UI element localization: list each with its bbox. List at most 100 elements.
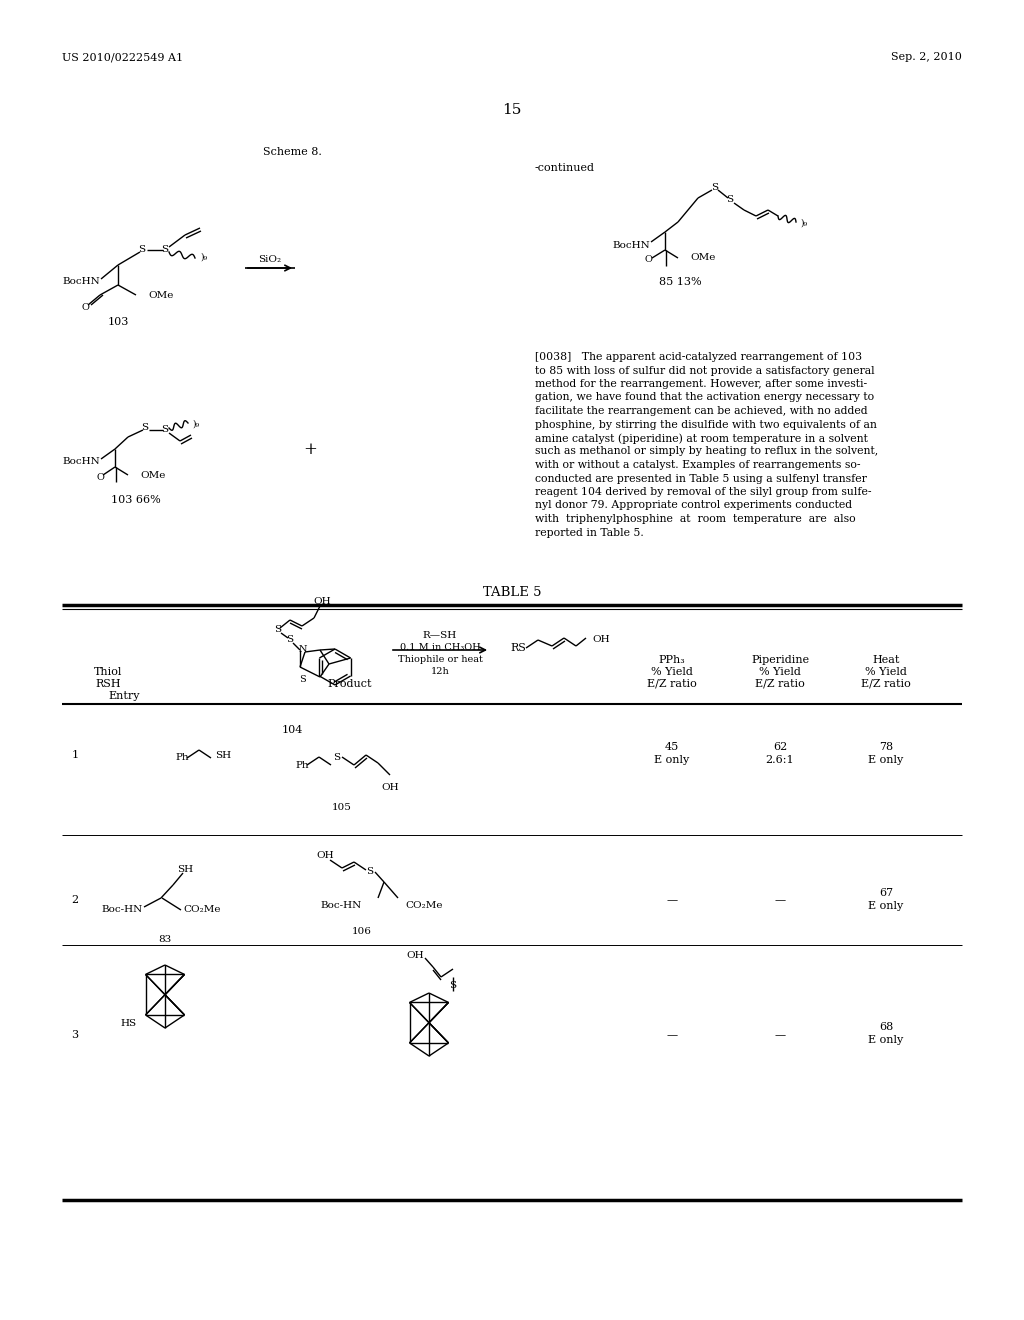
Text: Heat: Heat (872, 655, 900, 665)
Text: 3: 3 (72, 1030, 79, 1040)
Text: O: O (81, 304, 89, 313)
Text: —: — (667, 1030, 678, 1040)
Text: —: — (774, 1030, 785, 1040)
Text: US 2010/0222549 A1: US 2010/0222549 A1 (62, 51, 183, 62)
Text: gation, we have found that the activation energy necessary to: gation, we have found that the activatio… (535, 392, 874, 403)
Text: E only: E only (654, 755, 689, 766)
Text: 106: 106 (352, 928, 372, 936)
Text: E/Z ratio: E/Z ratio (755, 678, 805, 689)
Text: facilitate the rearrangement can be achieved, with no added: facilitate the rearrangement can be achi… (535, 407, 867, 416)
Text: —: — (774, 895, 785, 906)
Text: O: O (96, 473, 104, 482)
Text: S: S (300, 675, 306, 684)
Text: % Yield: % Yield (865, 667, 907, 677)
Text: Boc-HN: Boc-HN (321, 902, 362, 911)
Text: with  triphenylphosphine  at  room  temperature  are  also: with triphenylphosphine at room temperat… (535, 513, 856, 524)
Text: CO₂Me: CO₂Me (406, 902, 442, 911)
Text: RS: RS (510, 643, 526, 653)
Text: 103: 103 (108, 317, 129, 327)
Text: E/Z ratio: E/Z ratio (647, 678, 697, 689)
Text: 105: 105 (332, 803, 352, 812)
Text: 12h: 12h (431, 668, 450, 676)
Text: % Yield: % Yield (759, 667, 801, 677)
Text: nyl donor 79. Appropriate control experiments conducted: nyl donor 79. Appropriate control experi… (535, 500, 852, 511)
Text: BocHN: BocHN (62, 277, 100, 286)
Text: HS: HS (121, 1019, 137, 1027)
Text: SH: SH (215, 751, 231, 760)
Text: CO₂Me: CO₂Me (183, 906, 220, 915)
Text: 85 13%: 85 13% (658, 277, 701, 286)
Text: Thiophile or heat: Thiophile or heat (397, 656, 482, 664)
Text: OH: OH (407, 950, 424, 960)
Text: 0.1 M in CH₃OH: 0.1 M in CH₃OH (399, 643, 480, 652)
Text: 2: 2 (72, 895, 79, 906)
Text: Thiol: Thiol (94, 667, 122, 677)
Text: to 85 with loss of sulfur did not provide a satisfactory general: to 85 with loss of sulfur did not provid… (535, 366, 874, 375)
Text: OH: OH (313, 598, 331, 606)
Text: phosphine, by stirring the disulfide with two equivalents of an: phosphine, by stirring the disulfide wit… (535, 420, 877, 429)
Text: S: S (162, 425, 169, 434)
Text: 104: 104 (282, 725, 303, 735)
Text: Boc-HN: Boc-HN (101, 906, 143, 915)
Text: OH: OH (381, 783, 398, 792)
Text: Piperidine: Piperidine (751, 655, 809, 665)
Text: S: S (726, 195, 733, 205)
Text: 78: 78 (879, 742, 893, 752)
Text: SiO₂: SiO₂ (258, 256, 282, 264)
Text: +: + (303, 441, 317, 458)
Text: S: S (287, 635, 294, 644)
Text: E only: E only (868, 1035, 903, 1045)
Text: reagent 104 derived by removal of the silyl group from sulfe-: reagent 104 derived by removal of the si… (535, 487, 871, 498)
Text: —: — (667, 895, 678, 906)
Text: S: S (274, 626, 282, 635)
Text: E only: E only (868, 755, 903, 766)
Text: S: S (367, 867, 374, 876)
Text: E only: E only (868, 902, 903, 911)
Text: S: S (162, 246, 169, 255)
Text: OH: OH (592, 635, 609, 644)
Text: S: S (334, 752, 341, 762)
Text: BocHN: BocHN (62, 458, 100, 466)
Text: TABLE 5: TABLE 5 (482, 586, 542, 598)
Text: )₉: )₉ (800, 219, 807, 227)
Text: 103 66%: 103 66% (112, 495, 161, 506)
Text: )₉: )₉ (200, 252, 207, 261)
Text: S: S (450, 981, 457, 990)
Text: O: O (644, 256, 652, 264)
Text: Ph: Ph (175, 754, 188, 763)
Text: method for the rearrangement. However, after some investi-: method for the rearrangement. However, a… (535, 379, 867, 389)
Text: N: N (299, 645, 307, 655)
Text: reported in Table 5.: reported in Table 5. (535, 528, 644, 537)
Text: such as methanol or simply by heating to reflux in the solvent,: such as methanol or simply by heating to… (535, 446, 879, 457)
Text: conducted are presented in Table 5 using a sulfenyl transfer: conducted are presented in Table 5 using… (535, 474, 867, 483)
Text: S: S (141, 424, 148, 433)
Text: [0038]   The apparent acid-catalyzed rearrangement of 103: [0038] The apparent acid-catalyzed rearr… (535, 352, 862, 362)
Text: % Yield: % Yield (651, 667, 693, 677)
Text: 1: 1 (72, 750, 79, 760)
Text: amine catalyst (piperidine) at room temperature in a solvent: amine catalyst (piperidine) at room temp… (535, 433, 868, 444)
Text: 15: 15 (503, 103, 521, 117)
Text: OH: OH (316, 850, 334, 859)
Text: E/Z ratio: E/Z ratio (861, 678, 911, 689)
Text: 2.6:1: 2.6:1 (766, 755, 795, 766)
Text: R—SH: R—SH (423, 631, 457, 639)
Text: 67: 67 (879, 888, 893, 898)
Text: S: S (138, 246, 145, 255)
Text: Entry: Entry (108, 690, 139, 701)
Text: PPh₃: PPh₃ (658, 655, 685, 665)
Text: -continued: -continued (535, 162, 595, 173)
Text: SH: SH (177, 866, 194, 874)
Text: Product: Product (328, 678, 373, 689)
Text: BocHN: BocHN (612, 240, 650, 249)
Text: Sep. 2, 2010: Sep. 2, 2010 (891, 51, 962, 62)
Text: with or without a catalyst. Examples of rearrangements so-: with or without a catalyst. Examples of … (535, 459, 860, 470)
Text: OMe: OMe (140, 470, 165, 479)
Text: Scheme 8.: Scheme 8. (263, 147, 322, 157)
Text: 45: 45 (665, 742, 679, 752)
Text: OMe: OMe (148, 290, 173, 300)
Text: OMe: OMe (690, 253, 716, 263)
Text: S: S (712, 183, 719, 193)
Text: RSH: RSH (95, 678, 121, 689)
Text: 68: 68 (879, 1022, 893, 1032)
Text: )₉: )₉ (193, 420, 199, 429)
